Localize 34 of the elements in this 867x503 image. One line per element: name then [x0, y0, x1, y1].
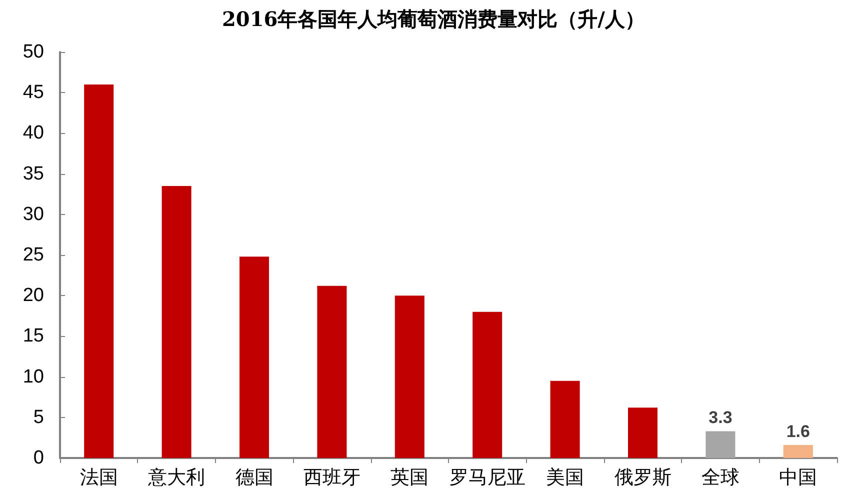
y-tick-label: 0 [33, 448, 44, 468]
bar [317, 286, 347, 458]
y-tick-label: 25 [22, 244, 44, 266]
bar [162, 186, 192, 458]
data-label: 1.6 [786, 422, 810, 442]
y-tick-label: 35 [22, 163, 44, 184]
x-tick-label: 俄罗斯 [614, 466, 672, 488]
x-tick-label: 美国 [546, 466, 584, 488]
bar [706, 431, 736, 458]
y-tick-label: 20 [22, 285, 44, 306]
x-tick-label: 德国 [235, 466, 274, 488]
y-tick-label: 15 [22, 326, 44, 347]
x-tick-label: 法国 [80, 466, 118, 488]
bar [394, 296, 424, 458]
y-tick-label: 30 [22, 204, 44, 225]
x-tick-label: 罗马尼亚 [449, 466, 526, 488]
y-tick-label: 10 [22, 366, 44, 388]
x-tick-label: 英国 [390, 466, 429, 488]
y-tick-label: 45 [22, 82, 44, 104]
y-tick-label: 50 [22, 42, 44, 62]
data-label: 3.3 [708, 408, 732, 428]
x-tick-label: 全球 [701, 466, 740, 488]
bar [550, 380, 580, 458]
bar [472, 312, 502, 458]
y-tick-label: 5 [33, 406, 44, 428]
x-tick-label: 西班牙 [303, 466, 360, 488]
bar [239, 256, 270, 458]
bar [783, 445, 813, 458]
y-tick-label: 40 [22, 122, 44, 144]
chart-title: 2016年各国年人均葡萄酒消费量对比（升/人） [222, 7, 645, 31]
x-tick-label: 中国 [779, 466, 818, 488]
x-tick-label: 意大利 [147, 466, 206, 488]
bar [628, 408, 658, 458]
bar [84, 84, 114, 458]
